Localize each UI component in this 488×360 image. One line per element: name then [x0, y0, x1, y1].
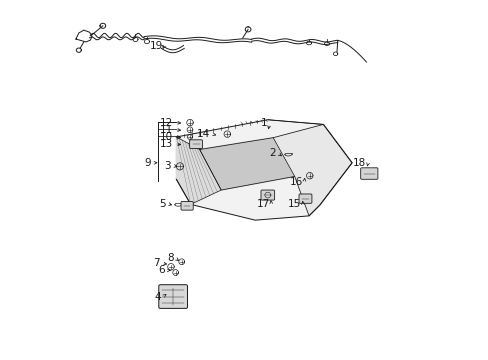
Text: 8: 8: [166, 253, 173, 263]
Text: 6: 6: [158, 265, 164, 275]
FancyBboxPatch shape: [181, 202, 193, 210]
Text: 3: 3: [164, 161, 171, 171]
Polygon shape: [176, 137, 221, 204]
FancyBboxPatch shape: [298, 194, 311, 203]
Text: 19: 19: [149, 41, 163, 50]
Text: 18: 18: [352, 158, 366, 168]
Text: 4: 4: [154, 292, 161, 302]
Text: 15: 15: [287, 199, 301, 210]
Text: 10: 10: [159, 132, 172, 142]
FancyBboxPatch shape: [159, 285, 187, 309]
FancyBboxPatch shape: [189, 140, 202, 148]
Text: 9: 9: [144, 158, 151, 168]
FancyBboxPatch shape: [360, 168, 377, 179]
Text: 13: 13: [160, 139, 173, 149]
Text: 1: 1: [261, 118, 267, 128]
Text: 2: 2: [269, 148, 276, 158]
Polygon shape: [176, 120, 351, 220]
Text: 17: 17: [256, 199, 269, 210]
Text: 11: 11: [159, 125, 172, 135]
Text: 14: 14: [197, 129, 210, 139]
Text: 16: 16: [289, 177, 302, 187]
Text: 12: 12: [159, 118, 172, 128]
Polygon shape: [199, 138, 294, 190]
Text: 5: 5: [159, 199, 165, 209]
Polygon shape: [273, 125, 351, 216]
Text: 7: 7: [153, 258, 160, 268]
FancyBboxPatch shape: [261, 190, 274, 200]
